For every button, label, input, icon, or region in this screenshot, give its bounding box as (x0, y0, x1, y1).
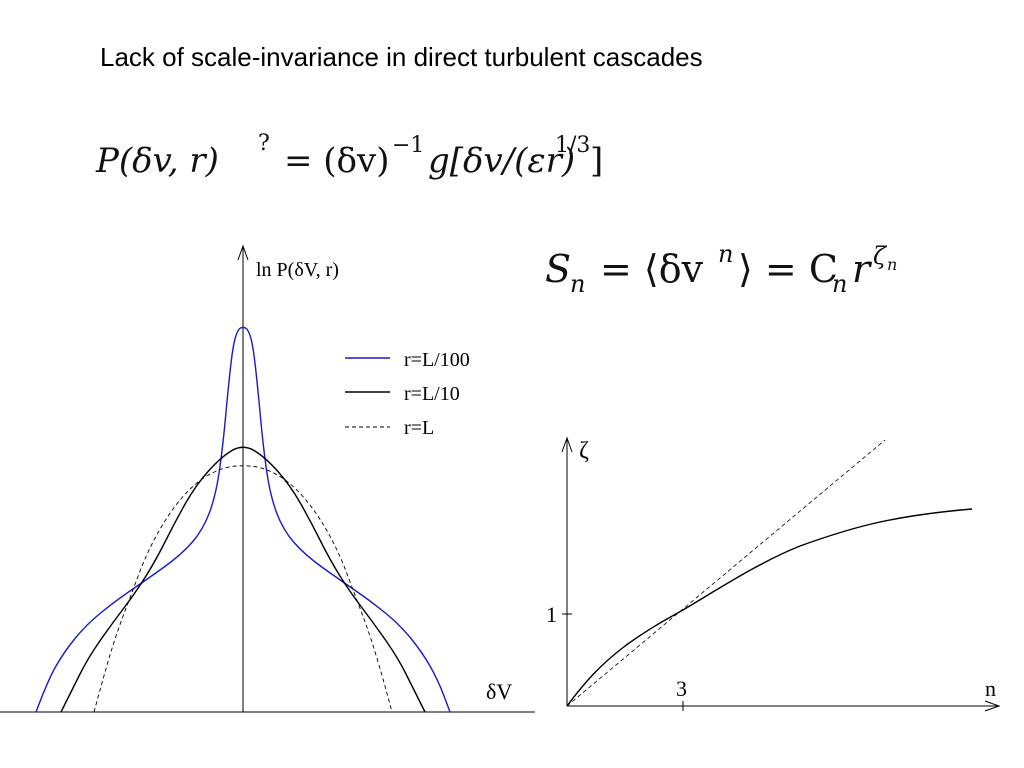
formula-part: ζ (873, 242, 888, 270)
formula-part: P(δv, r) (95, 141, 219, 181)
legend-label: r=L/100 (404, 349, 470, 371)
x-axis-label: n (985, 676, 996, 701)
formula-part: n (718, 240, 733, 268)
formula-part: r (852, 247, 873, 291)
formula-part: g[δv/(εr) (428, 141, 575, 181)
x-tick-label: 3 (676, 676, 687, 701)
formula-part: −1 (392, 133, 424, 158)
formula-part: n (887, 255, 897, 274)
formula-1: P(δv, r) ? = (δv) −1 g[δv/(εr) 1/3 ] (95, 131, 603, 181)
legend: r=L/100 r=L/10 r=L (345, 349, 470, 439)
k41-line (566, 439, 886, 707)
formula-part: = (δv) (284, 141, 390, 181)
formula-part: 1/3 (555, 133, 590, 158)
y-tick-label: 1 (546, 602, 557, 627)
formula-part: S (545, 247, 571, 291)
pdf-axes (0, 244, 535, 713)
slide-title: Lack of scale-invariance in direct turbu… (100, 42, 703, 72)
arrow (237, 244, 249, 261)
y-axis-label: ln P(δV, r) (256, 259, 339, 281)
formula-part: n (570, 270, 585, 298)
y-axis-label: ζ (579, 438, 589, 464)
formula-part: ] (590, 141, 603, 181)
curve-r-l10 (60, 446, 426, 713)
formula-part: ⟩ = C (738, 247, 838, 291)
formula-part: = ⟨δv (600, 247, 704, 291)
zeta-curve (566, 508, 973, 707)
legend-label: r=L/10 (404, 383, 460, 405)
formula-part: n (832, 270, 847, 298)
formula-part: ? (258, 131, 270, 156)
formula-2: S n = ⟨δv n ⟩ = C n r ζ n (545, 240, 897, 298)
arrow (561, 436, 573, 453)
legend-label: r=L (404, 417, 434, 439)
arrow (984, 700, 1001, 712)
exponent-axes (561, 436, 1001, 712)
x-axis-label: δV (486, 679, 512, 704)
